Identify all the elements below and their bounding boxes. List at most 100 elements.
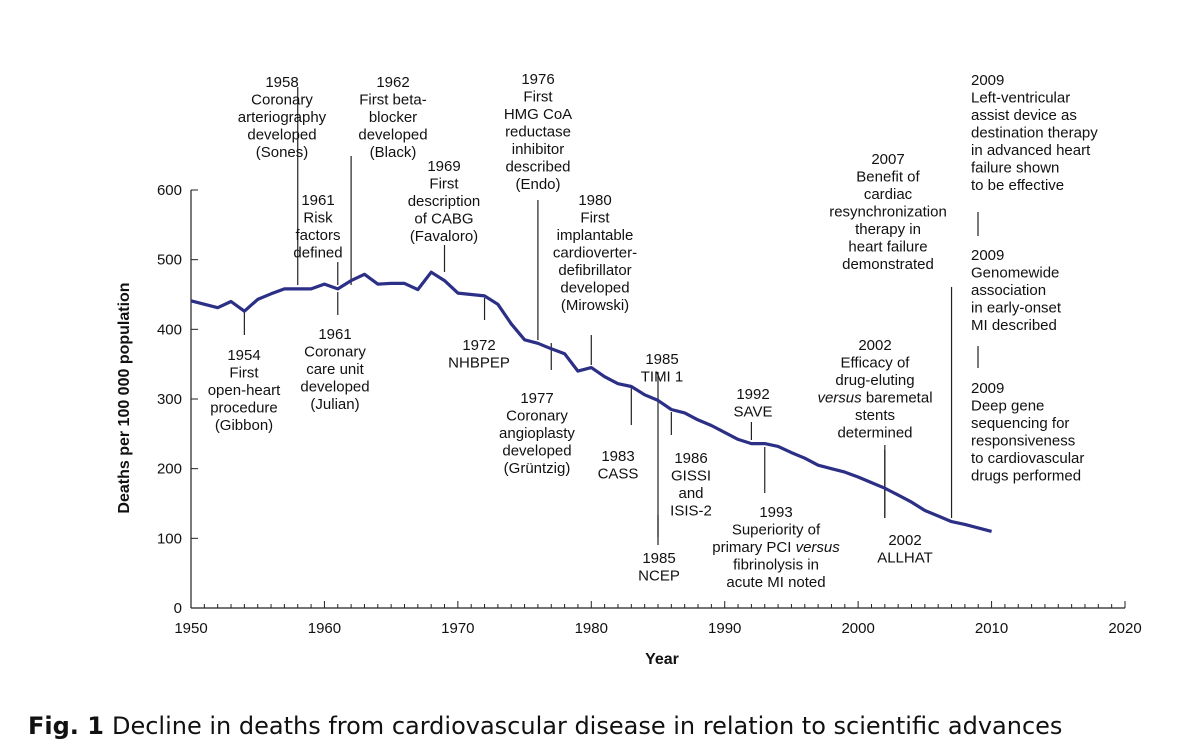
annotation-line: sequencing for: [971, 415, 1069, 432]
annotation-line: Genomewide: [971, 265, 1059, 282]
annotation-line: 2002: [888, 532, 921, 549]
annotation-line: (Grüntzig): [504, 460, 571, 477]
annotation-line: 2009: [971, 380, 1004, 397]
annotation-line: First beta-: [359, 92, 427, 109]
annotation-text: 1962 First beta-blocker developed (Black): [358, 74, 427, 161]
annotation-line: fibrinolysis in: [733, 557, 819, 574]
annotation-line: association: [971, 282, 1046, 299]
annotation-line: developed: [358, 127, 427, 144]
annotation-line: First: [429, 176, 459, 193]
annotation-line: factors: [295, 227, 340, 244]
annotation-line: developed: [300, 379, 369, 396]
annotation-2009: 2009 Deep gene sequencing for responsivenes…: [971, 380, 1084, 485]
annotation-1976: 1976 First HMG CoA reductase inhibitor descri…: [504, 71, 572, 193]
annotation-line: First: [229, 365, 259, 382]
annotation-line: 1983: [601, 448, 634, 465]
annotation-line: 1969: [427, 158, 460, 175]
x-tick-label: 1970: [441, 620, 474, 637]
annotation-run: primary PCI: [712, 539, 795, 556]
y-axis-label: Deaths per 100 000 population: [116, 282, 133, 513]
chart: 1950 1960 1970 1980 1990 2000 2010 2020 0 100 200 3…: [116, 71, 1142, 668]
deaths-series-line: [190, 270, 993, 533]
annotation-line: 2009: [971, 247, 1004, 264]
annotation-line: (Sones): [256, 144, 309, 161]
annotation-run: baremetal: [862, 390, 933, 407]
annotation-line: 1961: [301, 192, 334, 209]
annotation-line: (Gibbon): [215, 417, 273, 434]
annotation-text: 2009 Left-ventricular assist device as dest…: [971, 72, 1098, 194]
annotation-line: described: [505, 159, 570, 176]
annotation-line: 1986: [674, 450, 707, 467]
annotation-1977: 1977 Coronary angioplasty developed (Grüntzi…: [499, 390, 575, 477]
annotation-line: implantable: [557, 227, 634, 244]
annotation-line: inhibitor: [512, 141, 565, 158]
annotation-line: First: [580, 210, 610, 227]
annotation-line: developed: [247, 127, 316, 144]
annotation-line: failure shown: [971, 160, 1059, 177]
annotation-text: 1985 NCEP: [638, 550, 680, 585]
annotation-line: cardioverter-: [553, 245, 637, 262]
annotation-line: therapy in: [855, 221, 921, 238]
annotation-line: defined: [293, 245, 342, 262]
annotation-text: 1976 First HMG CoA reductase inhibitor descri…: [504, 71, 572, 193]
annotation-text: 1969 First description of CABG (Favaloro): [408, 158, 481, 245]
annotation-line: open-heart: [208, 382, 281, 399]
annotation-text: 1986 GISSI and ISIS-2: [670, 450, 712, 520]
annotation-line: cardiac: [864, 186, 913, 203]
annotation-line: responsiveness: [971, 433, 1075, 450]
annotation-line: NCEP: [638, 568, 680, 585]
annotation-line: HMG CoA: [504, 106, 572, 123]
y-tick-label: 100: [157, 530, 182, 547]
annotation-line: developed: [560, 280, 629, 297]
annotation-text: 1983 CASS: [598, 448, 639, 483]
annotation-run-italic: versus: [796, 539, 841, 556]
annotation-line: (Julian): [310, 396, 359, 413]
annotation-1985: 1985 NCEP: [638, 550, 680, 585]
x-tick-label: 2010: [975, 620, 1008, 637]
annotation-text: 1993 Superiority of primary PCI versus fibr…: [712, 504, 840, 591]
annotation-line: NHBPEP: [448, 355, 510, 372]
y-tick-label: 600: [157, 182, 182, 199]
annotation-line: destination therapy: [971, 125, 1098, 142]
annotation-line: in advanced heart: [971, 142, 1091, 159]
annotation-line: 1985: [642, 550, 675, 567]
annotation-line: 1976: [521, 71, 554, 88]
annotation-line: resynchronization: [829, 204, 947, 221]
annotation-1961: 1961 Risk factors defined: [293, 192, 342, 262]
annotation-line: (Mirowski): [561, 297, 629, 314]
annotation-1985: 1985 TIMI 1: [641, 351, 684, 386]
annotation-line: angioplasty: [499, 425, 575, 442]
annotation-line: CASS: [598, 466, 639, 483]
annotation-line: acute MI noted: [726, 574, 825, 591]
annotation-text: 2007 Benefit of cardiac resynchronization th…: [829, 151, 947, 273]
annotation-line: heart failure: [848, 239, 927, 256]
annotation-line: (Endo): [515, 176, 560, 193]
annotation-line: in early-onset: [971, 300, 1062, 317]
annotation-text: 1958 Coronary arteriography developed (Sones…: [238, 74, 327, 161]
annotation-1983: 1983 CASS: [598, 448, 639, 483]
y-tick-label: 500: [157, 252, 182, 269]
annotation-line: procedure: [210, 400, 278, 417]
annotation-text: 1992 SAVE: [734, 386, 773, 421]
annotation-1961: 1961 Coronary care unit developed (Julian): [300, 326, 369, 413]
annotation-line: Coronary: [251, 92, 313, 109]
annotation-text: 1972 NHBPEP: [448, 337, 510, 372]
annotation-line: of CABG: [414, 211, 473, 228]
annotation-2009: 2009 Left-ventricular assist device as dest…: [971, 72, 1098, 194]
series-group: [190, 270, 993, 533]
figure-caption-text: Decline in deaths from cardiovascular di…: [111, 712, 1063, 740]
annotation-line: arteriography: [238, 109, 327, 126]
annotation-text: 1954 First open-heart procedure (Gibbon): [208, 347, 281, 434]
annotation-line: to cardiovascular: [971, 450, 1084, 467]
annotation-line: drugs performed: [971, 468, 1081, 485]
annotation-text: 1961 Risk factors defined: [293, 192, 342, 262]
annotation-line: GISSI: [671, 468, 711, 485]
annotation-2007: 2007 Benefit of cardiac resynchronization th…: [829, 151, 947, 273]
annotation-2009: 2009 Genomewide association in early-onset M…: [971, 247, 1062, 334]
annotation-line: 1992: [736, 386, 769, 403]
annotation-1962: 1962 First beta-blocker developed (Black): [358, 74, 427, 161]
annotation-line: Left-ventricular: [971, 90, 1070, 107]
annotation-line: stents: [855, 407, 895, 424]
annotation-1980: 1980 First implantable cardioverter-defibri…: [553, 192, 637, 314]
x-tick-label: 2000: [841, 620, 874, 637]
